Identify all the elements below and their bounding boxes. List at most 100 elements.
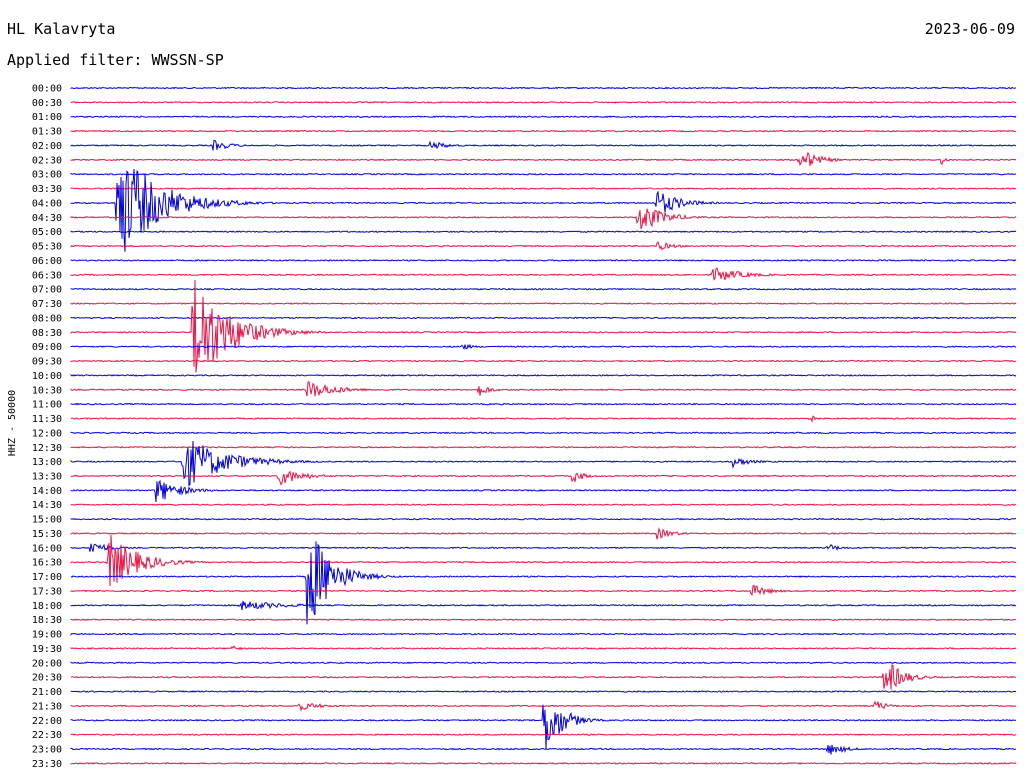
trace-line (70, 230, 1017, 234)
time-label: 22:30 (32, 730, 62, 741)
time-label: 08:30 (32, 328, 62, 339)
trace-line (70, 267, 1017, 281)
trace-line (70, 101, 1017, 104)
trace-line (70, 584, 1017, 596)
time-label: 18:30 (32, 615, 62, 626)
time-label: 05:30 (32, 242, 62, 253)
time-label: 19:00 (32, 630, 62, 641)
time-label: 17:30 (32, 586, 62, 597)
time-label: 10:30 (32, 385, 62, 396)
trace-line (70, 470, 1017, 486)
time-label: 15:30 (32, 529, 62, 540)
time-label: 00:00 (32, 84, 62, 95)
time-label: 09:00 (32, 342, 62, 353)
trace-line (70, 168, 1017, 252)
trace-line (70, 517, 1017, 521)
trace-line (70, 543, 1017, 552)
time-label: 03:30 (32, 184, 62, 195)
trace-line (70, 704, 1016, 749)
trace-line (70, 381, 1017, 397)
trace-line (70, 503, 1017, 507)
time-label: 00:30 (32, 98, 62, 109)
trace-line (70, 287, 1017, 291)
time-label: 06:30 (32, 270, 62, 281)
time-label: 10:00 (32, 371, 62, 382)
trace-line (70, 661, 1017, 665)
trace-line (70, 541, 1017, 625)
time-label: 11:30 (32, 414, 62, 425)
trace-line (70, 259, 1017, 262)
trace-rows: 00:00 00:30 01:00 01:30 02:00 02:30 03:00 03:30… (32, 84, 1017, 770)
station-title: HL Kalavryta (7, 20, 116, 38)
trace-line (70, 431, 1017, 435)
time-label: 01:30 (32, 127, 62, 138)
trace-line (70, 279, 1017, 373)
time-label: 02:00 (32, 141, 62, 152)
time-label: 12:00 (32, 428, 62, 439)
time-label: 04:00 (32, 198, 62, 209)
time-label: 19:30 (32, 644, 62, 655)
time-label: 16:30 (32, 558, 62, 569)
trace-line (70, 402, 1017, 406)
trace-line (70, 733, 1017, 736)
trace-line (70, 440, 1017, 487)
time-label: 18:00 (32, 601, 62, 612)
trace-line (70, 479, 1017, 503)
trace-line (70, 527, 1017, 540)
trace-line (70, 187, 1017, 190)
trace-line (70, 534, 1017, 587)
time-label: 23:00 (32, 745, 62, 756)
time-label: 08:00 (32, 313, 62, 324)
trace-line (70, 129, 1017, 133)
trace-line (70, 302, 1017, 305)
time-label: 05:00 (32, 227, 62, 238)
time-label: 07:00 (32, 285, 62, 296)
trace-line (70, 618, 1017, 622)
time-label: 01:00 (32, 112, 62, 123)
trace-line (70, 172, 1017, 176)
trace-line (70, 762, 1017, 765)
trace-line (70, 415, 1017, 424)
trace-line (70, 445, 1017, 449)
time-label: 21:00 (32, 687, 62, 698)
trace-line (70, 632, 1017, 636)
y-axis-label: HHZ - 50000 (7, 390, 18, 456)
trace-line (70, 663, 1017, 690)
filter-label: Applied filter: WWSSN-SP (7, 51, 224, 69)
time-label: 20:00 (32, 658, 62, 669)
trace-line (70, 359, 1016, 363)
trace-line (70, 208, 1017, 230)
time-label: 11:00 (32, 400, 62, 411)
time-label: 16:00 (32, 543, 62, 554)
time-label: 20:30 (32, 673, 62, 684)
time-label: 13:30 (32, 471, 62, 482)
time-label: 07:30 (32, 299, 62, 310)
trace-line (70, 86, 1017, 90)
time-label: 15:00 (32, 515, 62, 526)
time-label: 03:00 (32, 170, 62, 181)
trace-line (70, 744, 1017, 755)
time-label: 02:30 (32, 155, 62, 166)
trace-line (70, 115, 1017, 119)
time-label: 17:00 (32, 572, 62, 583)
trace-line (70, 343, 1017, 351)
time-label: 14:30 (32, 500, 62, 511)
trace-line (70, 600, 1017, 611)
time-label: 14:00 (32, 486, 62, 497)
trace-line (70, 645, 1017, 651)
time-label: 22:00 (32, 716, 62, 727)
time-label: 13:00 (32, 457, 62, 468)
trace-line (70, 690, 1017, 693)
time-label: 06:00 (32, 256, 62, 267)
trace-line (70, 316, 1017, 320)
time-label: 23:30 (32, 759, 62, 770)
trace-line (70, 373, 1017, 377)
time-label: 12:30 (32, 443, 62, 454)
time-label: 09:30 (32, 357, 62, 368)
trace-line (70, 241, 1017, 251)
time-label: 04:30 (32, 213, 62, 224)
date-label: 2023-06-09 (924, 20, 1015, 38)
trace-line (70, 139, 1017, 151)
trace-line (70, 151, 1017, 167)
